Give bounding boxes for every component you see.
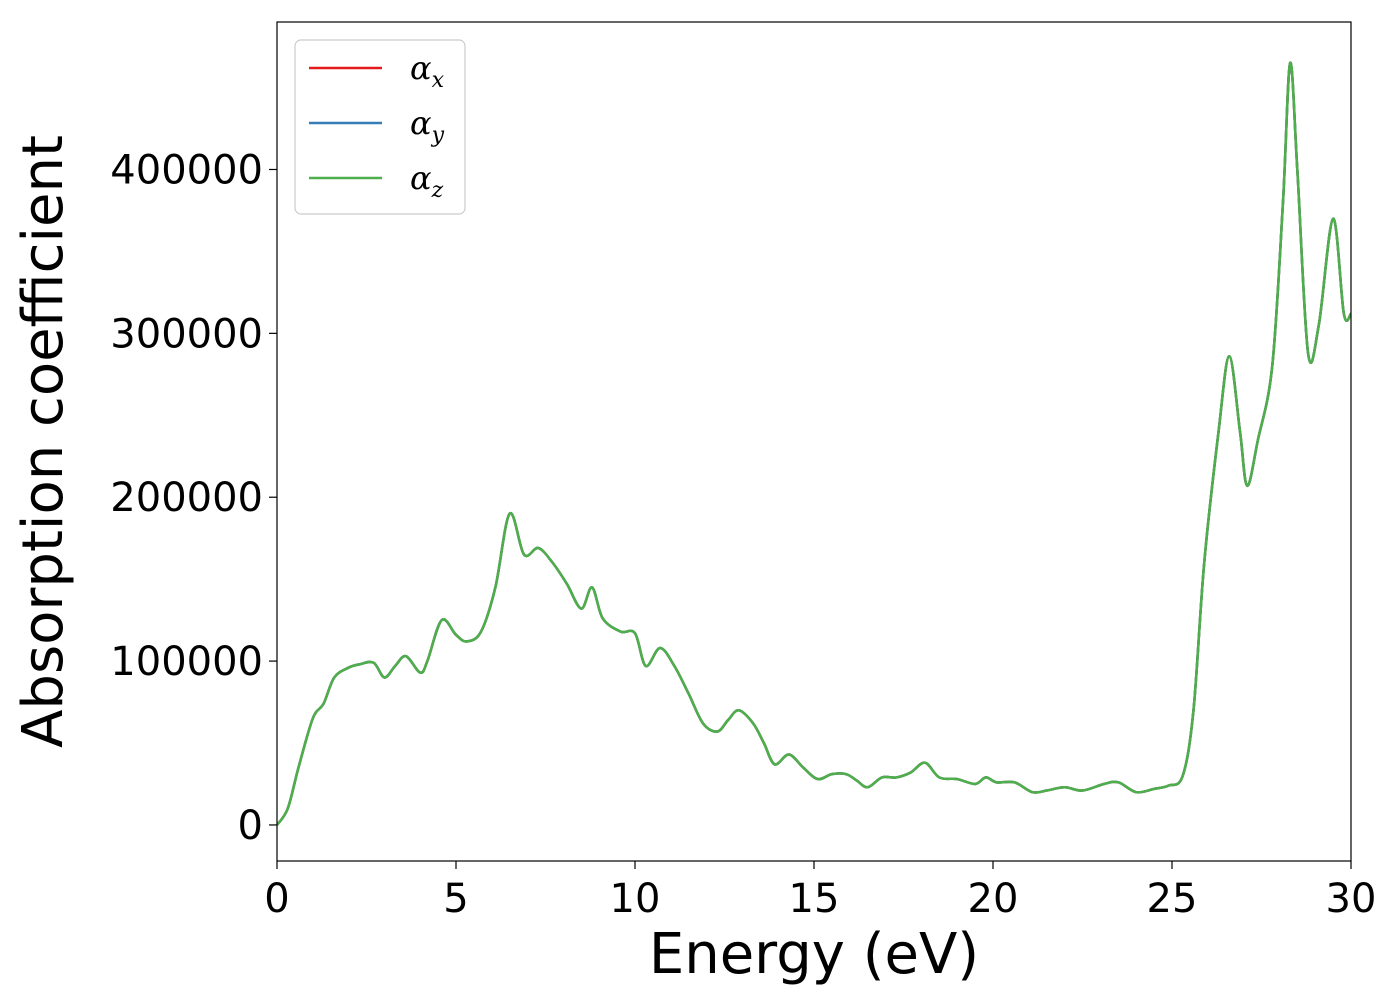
legend-label-x: αx: [410, 49, 445, 93]
x-tick-label: 15: [789, 876, 840, 922]
x-tick-label: 25: [1147, 876, 1198, 922]
series-line-z: [277, 61, 1351, 826]
x-tick-label: 0: [264, 876, 289, 922]
x-axis-label: Energy (eV): [649, 922, 979, 987]
y-tick-label: 100000: [110, 639, 263, 685]
x-tick-label: 10: [610, 876, 661, 922]
x-tick-label: 20: [968, 876, 1019, 922]
y-tick-label: 200000: [110, 475, 263, 521]
legend-label-y: αy: [410, 104, 445, 148]
plot-lines: [277, 61, 1351, 826]
legend-box: [294, 39, 466, 215]
x-axis-ticks: 0 5 10 15 20 25 30: [264, 861, 1376, 922]
y-axis-ticks: 0 100000 200000 300000 400000: [110, 147, 277, 849]
y-tick-label: 0: [238, 803, 263, 849]
y-tick-label: 300000: [110, 311, 263, 357]
x-tick-label: 5: [443, 876, 468, 922]
y-tick-label: 400000: [110, 147, 263, 193]
x-tick-label: 30: [1326, 876, 1377, 922]
legend: αx αy αz: [294, 39, 466, 215]
y-axis-label: Absorption coefficient: [11, 135, 76, 748]
legend-label-z: αz: [410, 159, 444, 203]
